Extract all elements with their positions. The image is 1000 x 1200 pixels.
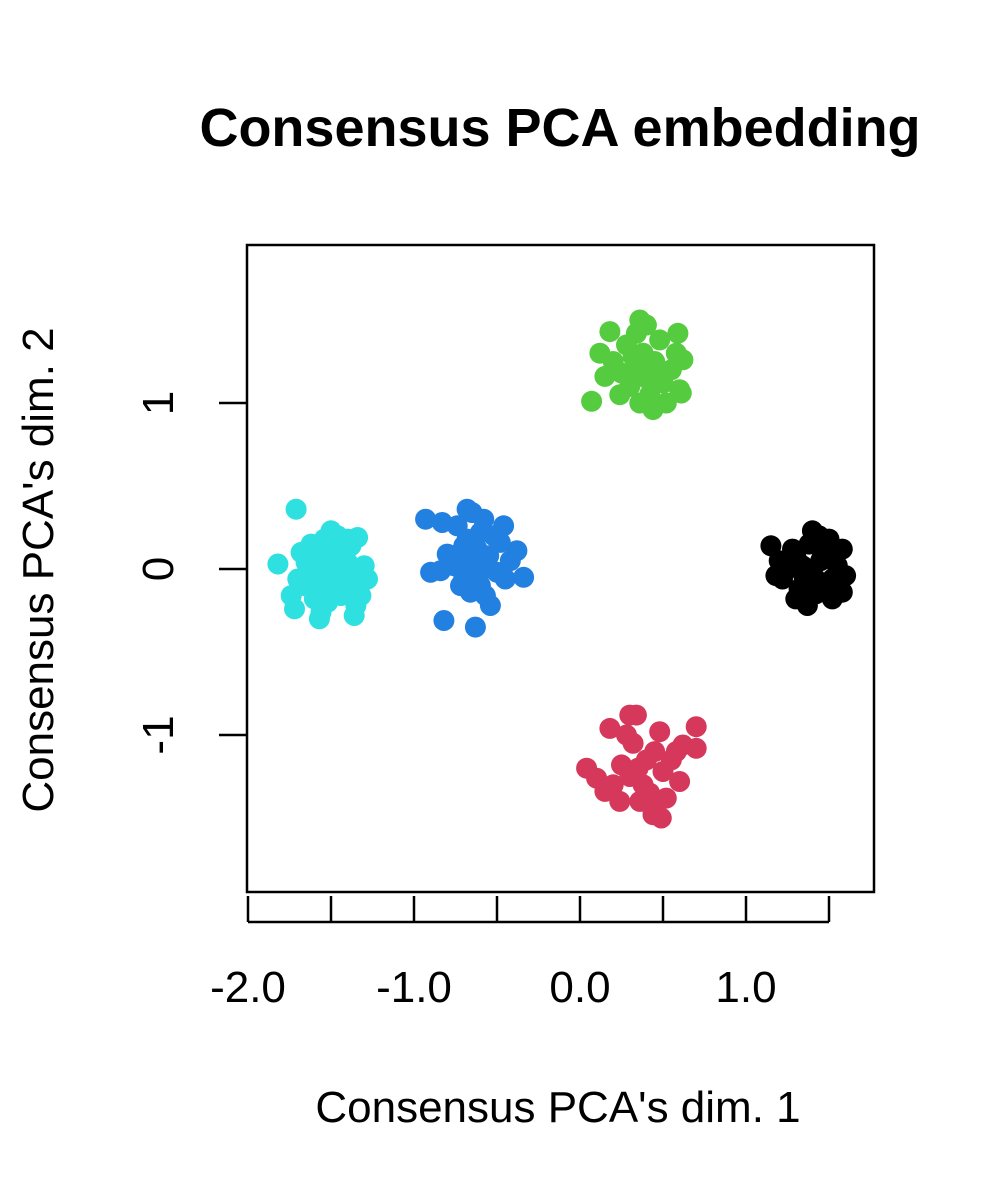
data-point: [599, 717, 621, 739]
series-3: [576, 704, 707, 829]
data-point: [785, 588, 807, 610]
data-point: [609, 790, 631, 812]
data-point: [473, 508, 495, 530]
data-point: [625, 704, 647, 726]
data-point: [284, 598, 305, 620]
data-point: [609, 384, 631, 406]
data-point: [347, 527, 369, 548]
series-0: [267, 498, 378, 630]
data-point: [313, 541, 335, 563]
data-point: [308, 608, 330, 630]
data-point: [611, 754, 632, 776]
data-point: [483, 525, 505, 547]
data-point: [594, 780, 616, 802]
x-tick-label: 0.0: [549, 963, 610, 1012]
data-point: [685, 716, 707, 738]
y-axis: -1 0 1: [134, 391, 247, 755]
data-point: [625, 322, 647, 344]
data-point: [420, 561, 442, 583]
y-tick-label: -1: [134, 715, 183, 754]
data-point: [835, 565, 857, 587]
data-point: [581, 390, 603, 412]
data-point: [669, 771, 691, 792]
data-point: [649, 329, 671, 351]
points-layer: [267, 309, 857, 829]
data-point: [446, 515, 468, 537]
data-point: [330, 545, 352, 567]
data-point: [594, 365, 616, 387]
chart-title: Consensus PCA embedding: [199, 98, 920, 158]
data-point: [791, 555, 813, 577]
data-point: [357, 568, 378, 590]
data-point: [765, 565, 787, 587]
data-point: [350, 585, 372, 607]
data-point: [655, 392, 677, 414]
data-point: [670, 382, 692, 404]
data-point: [285, 498, 307, 520]
data-point: [672, 349, 694, 371]
data-point: [506, 540, 528, 562]
data-point: [450, 575, 471, 597]
data-point: [599, 321, 621, 343]
data-point: [320, 520, 342, 542]
data-point: [433, 610, 455, 631]
data-point: [667, 322, 689, 344]
x-tick-label: 1.0: [715, 963, 776, 1012]
data-point: [513, 566, 535, 588]
data-point: [811, 541, 833, 563]
data-point: [645, 359, 667, 381]
data-point: [479, 595, 501, 616]
data-point: [343, 605, 365, 626]
data-point: [293, 575, 315, 597]
data-point: [436, 543, 458, 565]
data-point: [466, 568, 488, 590]
x-axis-label: Consensus PCA's dim. 1: [315, 1083, 800, 1132]
data-point: [267, 553, 289, 575]
x-tick-label: -2.0: [210, 963, 286, 1012]
data-point: [464, 616, 486, 638]
data-point: [642, 804, 664, 826]
y-axis-label: Consensus PCA's dim. 2: [14, 327, 63, 812]
data-point: [589, 342, 611, 364]
y-tick-label: 0: [134, 557, 183, 581]
data-point: [649, 721, 671, 743]
data-point: [805, 568, 827, 590]
series-1: [415, 498, 535, 638]
data-point: [801, 520, 823, 542]
data-point: [760, 535, 782, 557]
x-axis: -2.0 -1.0 0.0 1.0: [210, 896, 831, 1012]
series-4: [760, 520, 857, 616]
x-tick-label: -1.0: [376, 963, 452, 1012]
data-point: [644, 741, 666, 763]
data-point: [655, 787, 677, 809]
data-point: [494, 568, 516, 590]
data-point: [616, 724, 637, 746]
data-point: [323, 578, 345, 600]
series-2: [581, 309, 694, 421]
data-point: [453, 535, 475, 557]
data-point: [831, 581, 853, 603]
data-point: [456, 498, 478, 520]
y-tick-label: 1: [134, 391, 183, 415]
data-point: [415, 508, 437, 530]
data-point: [685, 737, 707, 759]
